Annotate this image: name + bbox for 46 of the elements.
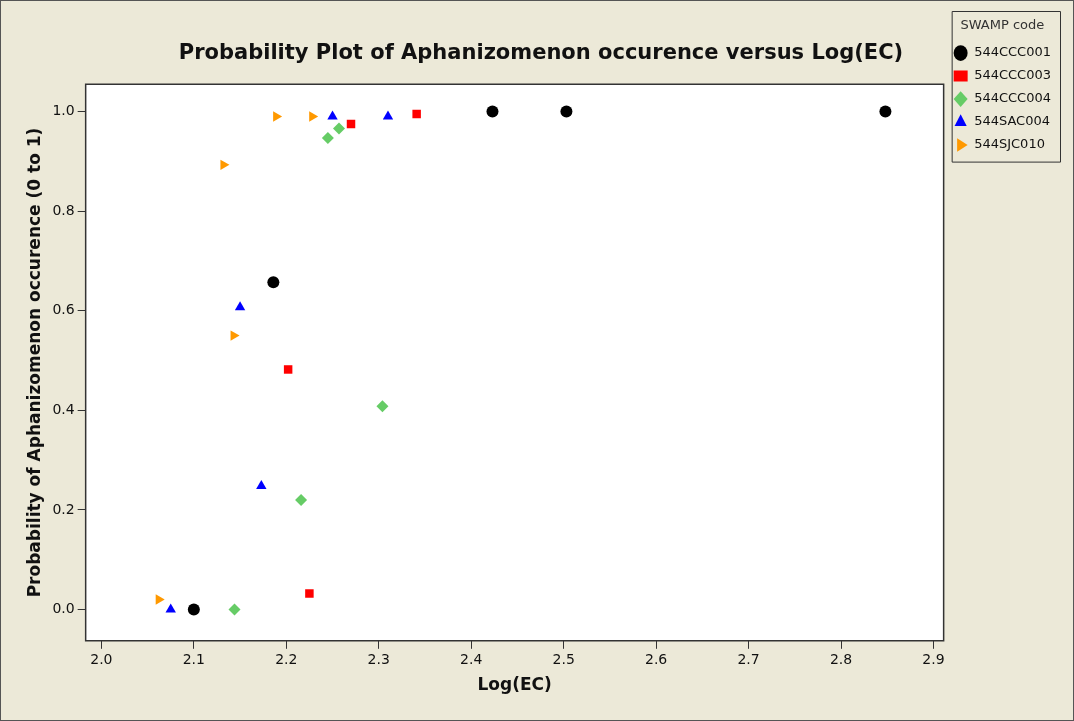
x-tick-label: 2.9 <box>922 650 945 667</box>
legend-label: 544CCC004 <box>974 90 1051 106</box>
legend-label: 544SJC010 <box>974 136 1045 152</box>
x-tick-label: 2.4 <box>460 650 483 667</box>
point <box>155 594 165 605</box>
x-tick-label: 2.8 <box>829 650 853 667</box>
point <box>376 400 389 413</box>
point <box>234 301 246 311</box>
point <box>187 603 200 616</box>
point <box>327 110 338 120</box>
point <box>412 109 421 119</box>
x-tick-label: 2.7 <box>737 650 760 667</box>
point <box>305 589 314 598</box>
point <box>283 365 293 374</box>
x-tick-label: 2.2 <box>275 650 298 667</box>
point <box>295 493 308 506</box>
point <box>220 159 230 171</box>
x-tick-label: 2.0 <box>90 650 113 667</box>
point <box>228 603 241 616</box>
point <box>273 111 283 122</box>
x-axis-title: Log(EC) <box>477 674 552 695</box>
y-tick-label: 0.2 <box>52 500 75 517</box>
point <box>879 105 892 118</box>
point <box>309 111 319 122</box>
x-tick-label: 2.3 <box>367 650 390 667</box>
y-tick-label: 0.4 <box>52 400 75 417</box>
point <box>486 105 499 118</box>
y-tick-label: 0.6 <box>52 301 75 318</box>
point <box>382 110 394 120</box>
y-axis-title: Probability of Aphanizomenon occurence (0 to 1) <box>23 127 44 598</box>
legend-label: 544CCC003 <box>974 67 1051 83</box>
point <box>332 122 345 135</box>
x-tick-label: 2.5 <box>552 650 575 667</box>
point <box>256 479 267 489</box>
x-tick-label: 2.6 <box>644 650 668 667</box>
legend-label: 544CCC001 <box>974 44 1051 60</box>
chart-title: Probability Plot of Aphanizomenon occurence versus Log(EC) <box>178 40 904 65</box>
point <box>560 105 573 118</box>
point <box>267 276 280 289</box>
point <box>321 131 334 144</box>
y-tick-label: 0.0 <box>52 600 75 617</box>
y-tick-label: 1.0 <box>52 102 75 119</box>
y-tick-label: 0.8 <box>52 201 75 218</box>
legend-label: 544SAC004 <box>974 113 1051 129</box>
legend-title: SWAMP code <box>960 16 1045 32</box>
x-tick-label: 2.1 <box>182 650 205 667</box>
